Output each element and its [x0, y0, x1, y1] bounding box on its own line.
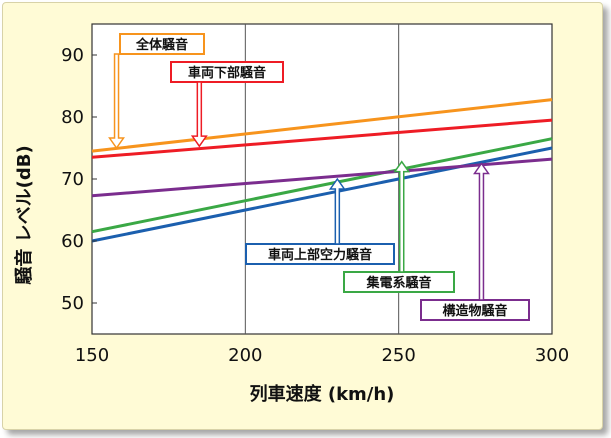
callout-arrow [108, 53, 125, 150]
y-tick-label: 50 [61, 293, 84, 314]
callout-label: 車両下部騒音 [188, 65, 266, 81]
callout-label: 全体騒音 [135, 37, 188, 53]
y-tick-label: 80 [61, 107, 84, 128]
y-tick-label: 70 [61, 169, 84, 190]
series-callout: 構造物騒音 [420, 162, 530, 321]
callout-arrow [190, 81, 208, 148]
y-tick-label: 90 [61, 45, 84, 66]
series-line [91, 118, 553, 159]
callout-box [119, 33, 205, 55]
callout-box [245, 243, 395, 265]
plot-area [91, 23, 553, 335]
series-line [91, 98, 553, 153]
x-tick-label: 200 [228, 345, 262, 366]
callout-box [170, 61, 284, 83]
y-tick-label: 60 [61, 231, 84, 252]
series-callout: 車両下部騒音 [170, 61, 284, 148]
callout-label: 集電系騒音 [365, 275, 431, 291]
series-callout: 車両上部空力騒音 [245, 177, 395, 265]
series-line [91, 137, 553, 234]
x-axis-label: 列車速度 (km/h) [250, 383, 395, 405]
series-callout: 集電系騒音 [343, 160, 455, 293]
series-line [91, 157, 553, 198]
y-axis-label: 騒音 レベル(dB) [13, 145, 35, 284]
callout-label: 車両上部空力騒音 [268, 247, 372, 263]
series-line [91, 146, 553, 243]
series-callout: 全体騒音 [108, 33, 205, 150]
callout-box [420, 299, 530, 321]
x-tick-label: 300 [535, 345, 569, 366]
x-tick-label: 250 [381, 345, 415, 366]
callout-label: 構造物騒音 [442, 303, 507, 319]
callout-arrow [473, 162, 490, 301]
x-tick-label: 150 [75, 345, 109, 366]
callout-arrow [393, 160, 411, 273]
callout-arrow [328, 177, 346, 245]
